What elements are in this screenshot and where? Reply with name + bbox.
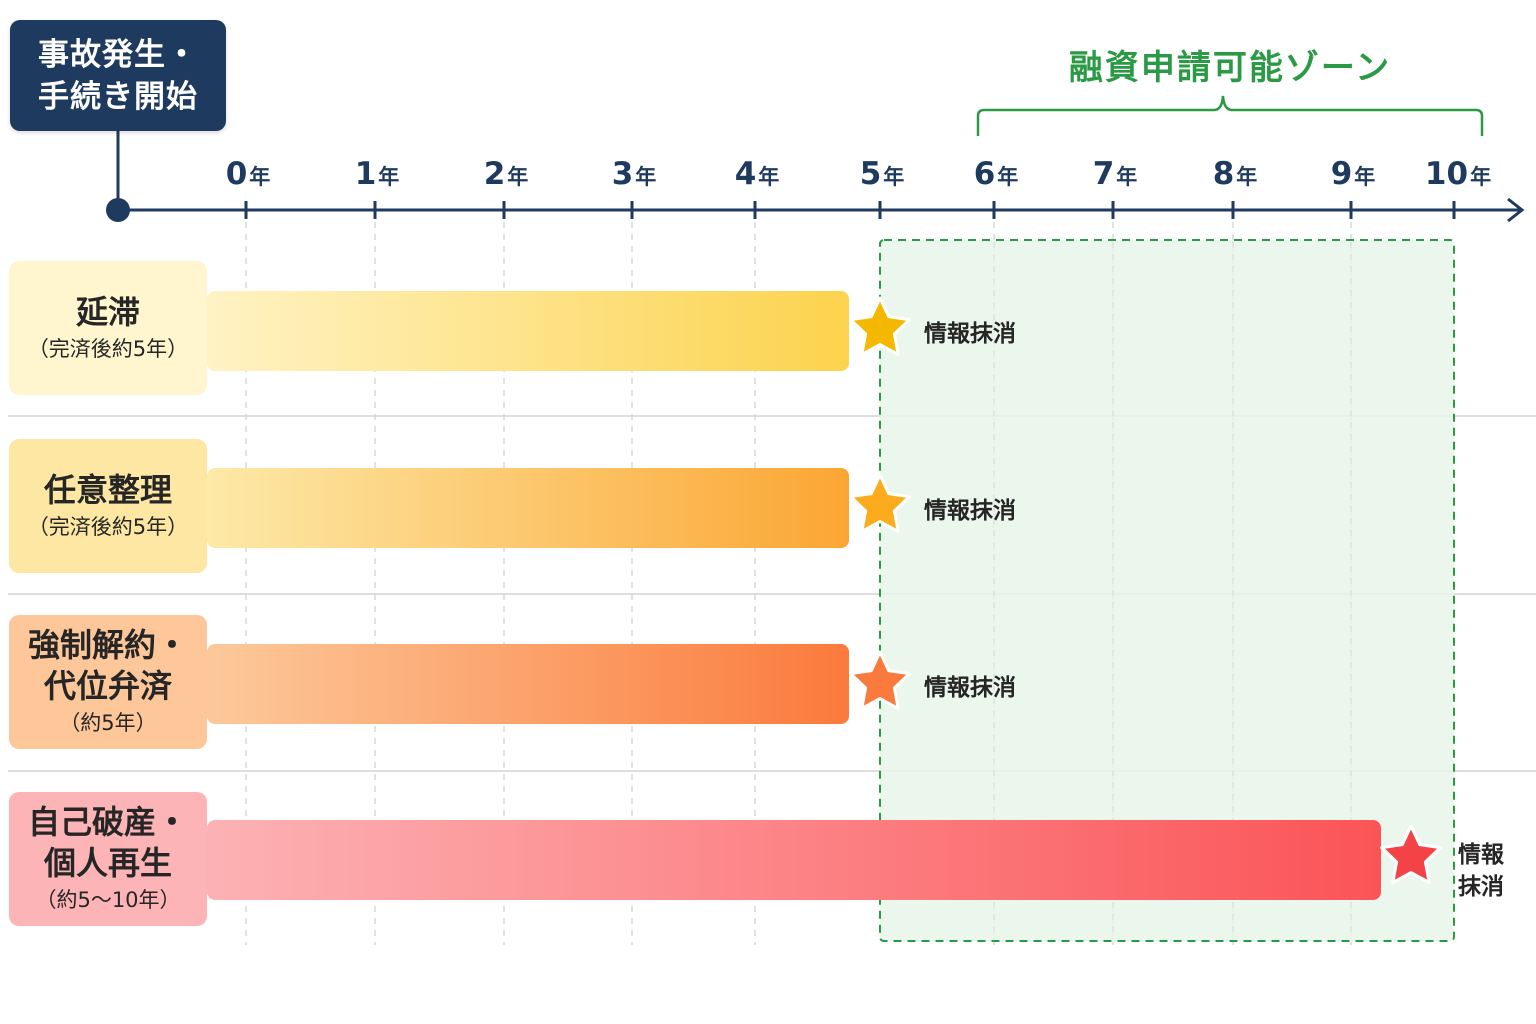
bar-bankruptcy: [207, 820, 1381, 900]
tick-label-4: 4年: [734, 156, 780, 192]
tick-label-9: 9年: [1330, 156, 1376, 192]
erase-label-voluntary: 情報抹消: [924, 498, 1016, 524]
axis-ticks: [244, 201, 1456, 219]
tick-label-8: 8年: [1212, 156, 1258, 192]
category-bankruptcy: 自己破産・ 個人再生 （約5〜10年）: [9, 792, 207, 926]
loan-zone-area: [879, 239, 1455, 942]
tick-label-5: 5年: [859, 156, 905, 192]
category-name-line1: 自己破産・: [27, 803, 188, 841]
start-badge-line1: 事故発生・: [38, 36, 198, 73]
tick-label-3: 3年: [611, 156, 657, 192]
category-name: 延滞: [75, 292, 140, 331]
erase-label-line1: 情報: [1458, 842, 1504, 868]
star-icon-voluntary: [849, 473, 911, 533]
bar-delinquency: [207, 291, 849, 371]
star-icon-forced: [849, 650, 911, 710]
tick-label-6: 6年: [973, 156, 1019, 192]
category-period: （完済後約5年）: [27, 336, 189, 361]
tick-label-0: 0年: [225, 156, 271, 192]
bar-forced-cancellation: [207, 644, 849, 724]
category-period: （約5年）: [59, 711, 157, 735]
axis-arrowhead: [1507, 197, 1525, 223]
start-badge: 事故発生・ 手続き開始: [10, 20, 226, 131]
star-icon-bankruptcy: [1380, 824, 1442, 884]
category-period: （約5〜10年）: [35, 888, 181, 912]
erase-label-forced: 情報抹消: [924, 675, 1016, 701]
category-name: 任意整理: [43, 470, 172, 509]
category-forced-cancellation: 強制解約・ 代位弁済 （約5年）: [9, 615, 207, 749]
erase-label-bankruptcy: 情報 抹消: [1458, 839, 1514, 903]
tick-label-7: 7年: [1092, 156, 1138, 192]
erase-label-line2: 抹消: [1458, 874, 1504, 900]
tick-label-10: 10年: [1424, 156, 1492, 192]
zone-title: 融資申請可能ゾーン: [1068, 48, 1392, 88]
category-period: （完済後約5年）: [27, 514, 189, 539]
category-name-line1: 強制解約・: [27, 626, 188, 664]
start-badge-line2: 手続き開始: [38, 78, 198, 115]
tick-label-2: 2年: [483, 156, 529, 192]
star-icon-delinquency: [849, 296, 911, 356]
category-delinquency: 延滞 （完済後約5年）: [9, 261, 207, 395]
tick-label-1: 1年: [354, 156, 400, 192]
category-voluntary-arrangement: 任意整理 （完済後約5年）: [9, 439, 207, 573]
category-name-line2: 個人再生: [43, 844, 172, 882]
category-name-line2: 代位弁済: [43, 667, 172, 705]
erase-label-delinquency: 情報抹消: [924, 321, 1016, 347]
zone-bracket: [976, 95, 1484, 136]
start-dot: [106, 198, 130, 222]
bar-voluntary-arrangement: [207, 468, 849, 548]
